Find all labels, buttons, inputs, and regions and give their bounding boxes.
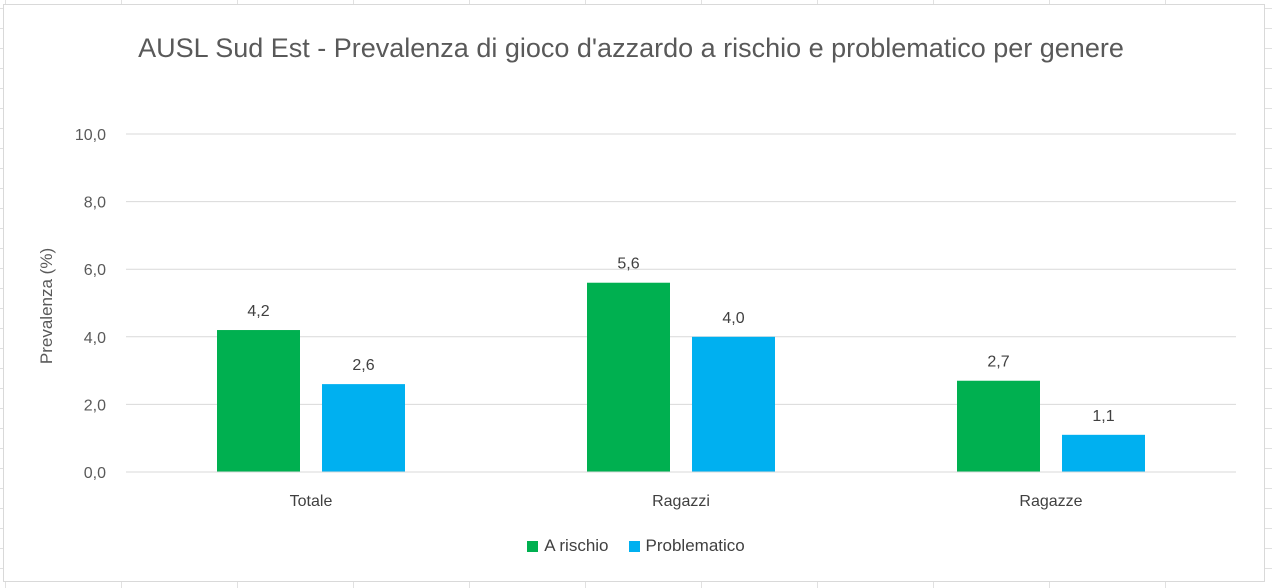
legend-label-a-rischio: A rischio <box>544 536 609 555</box>
bar <box>217 330 300 472</box>
data-label: 1,1 <box>1092 408 1114 425</box>
y-tick-label: 2,0 <box>84 397 106 414</box>
legend-swatch-problematico <box>628 540 640 552</box>
y-axis-title: Prevalenza (%) <box>37 248 56 364</box>
y-tick-label: 6,0 <box>84 262 106 279</box>
bar <box>322 384 405 472</box>
y-tick-label: 10,0 <box>75 127 106 144</box>
bar <box>1062 434 1145 472</box>
legend-swatch-a-rischio <box>527 540 539 552</box>
legend-item-problematico: Problematico <box>628 536 745 556</box>
data-label: 2,7 <box>987 354 1009 371</box>
x-category-label: Ragazzi <box>652 493 710 510</box>
x-category-label: Ragazze <box>1019 493 1082 510</box>
legend-label-problematico: Problematico <box>645 536 745 555</box>
data-label: 4,2 <box>247 303 269 320</box>
data-label: 2,6 <box>352 357 374 374</box>
data-label: 5,6 <box>617 256 639 273</box>
y-tick-label: 0,0 <box>84 465 106 482</box>
bar <box>587 282 670 472</box>
y-tick-label: 4,0 <box>84 330 106 347</box>
chart-title: AUSL Sud Est - Prevalenza di gioco d'azz… <box>138 33 1124 63</box>
data-label: 4,0 <box>722 310 744 327</box>
legend-item-a-rischio: A rischio <box>527 536 609 556</box>
bar <box>957 380 1040 472</box>
y-tick-label: 8,0 <box>84 195 106 212</box>
bar <box>692 336 775 472</box>
x-category-label: Totale <box>290 493 333 510</box>
chart-legend: A rischio Problematico <box>0 536 1272 556</box>
